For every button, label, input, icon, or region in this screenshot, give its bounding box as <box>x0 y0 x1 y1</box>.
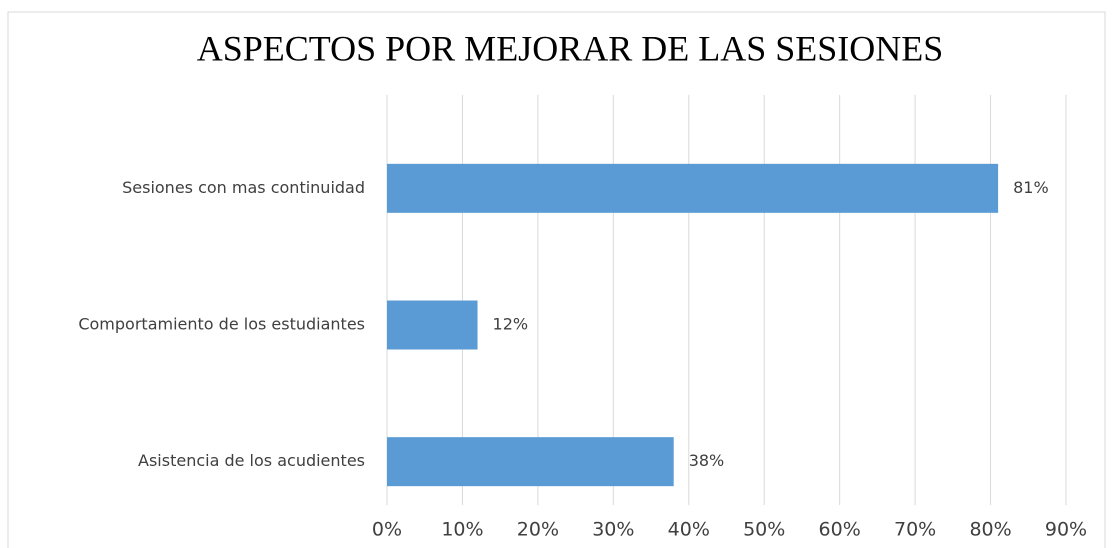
x-tick-label: 40% <box>668 519 710 541</box>
x-tick-label: 20% <box>517 519 559 541</box>
chart-title: ASPECTOS POR MEJORAR DE LAS SESIONES <box>197 28 944 68</box>
x-tick-label: 30% <box>592 519 634 541</box>
x-tick-label: 60% <box>819 519 861 541</box>
y-tick-label: Comportamiento de los estudiantes <box>78 315 365 334</box>
x-tick-label: 70% <box>894 519 936 541</box>
data-label: 81% <box>1013 178 1049 197</box>
data-label: 38% <box>689 451 725 470</box>
bar <box>387 163 999 213</box>
x-tick-label: 10% <box>441 519 483 541</box>
y-tick-label: Asistencia de los acudientes <box>138 451 365 470</box>
x-tick-label: 80% <box>969 519 1011 541</box>
x-tick-label: 0% <box>372 519 402 541</box>
data-label: 12% <box>493 315 529 334</box>
y-tick-label: Sesiones con mas continuidad <box>122 178 365 197</box>
x-tick-label: 90% <box>1045 519 1087 541</box>
chart-border <box>7 11 1106 548</box>
bar <box>387 300 478 350</box>
bar <box>387 437 674 487</box>
x-tick-label: 50% <box>743 519 785 541</box>
